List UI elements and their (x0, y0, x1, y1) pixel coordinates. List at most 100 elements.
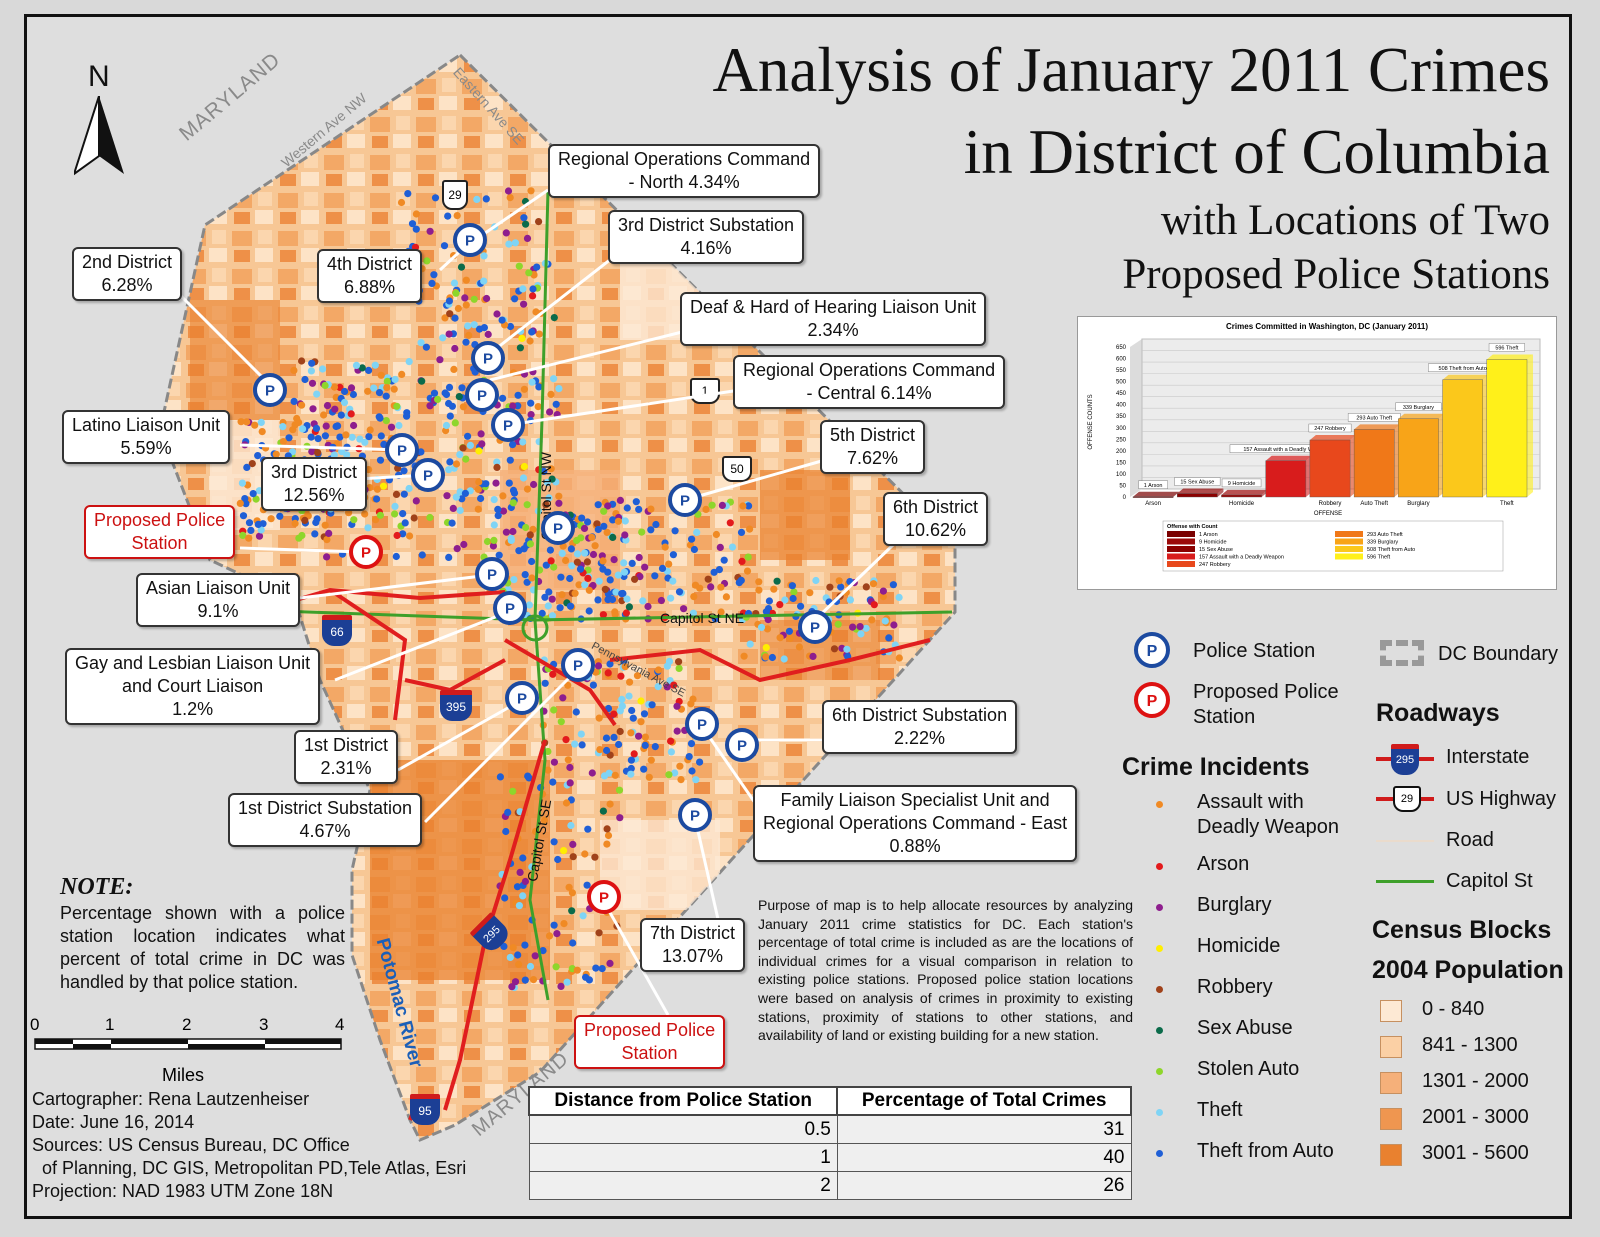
crime-incident-dot (239, 531, 247, 540)
callout-1st-district[interactable]: 1st District 2.31% (294, 730, 399, 784)
crime-incident-dot (249, 490, 257, 498)
crime-incident-dot (710, 568, 718, 576)
police-station-marker-icon[interactable]: P (493, 591, 527, 625)
callout-value: - North 4.34% (628, 172, 740, 192)
crime-incident-dot (312, 518, 320, 527)
crime-incident-dot (493, 463, 501, 471)
proposed-station-marker-icon[interactable]: P (587, 880, 621, 914)
callout-gay-lesbian-liaison[interactable]: Gay and Lesbian Liaison Unit and Court Li… (65, 648, 321, 725)
legend-interstate: Interstate (1446, 746, 1530, 768)
chart-legend-swatch (1335, 553, 1363, 560)
table-row: 1 40 (528, 1143, 1132, 1172)
callout-asian-liaison[interactable]: Asian Liaison Unit 9.1% (136, 573, 301, 627)
police-station-marker-icon[interactable]: P (491, 408, 525, 442)
police-station-marker-icon[interactable]: P (725, 728, 759, 762)
crime-incident-dot (566, 602, 575, 610)
crime-incident-dot (322, 422, 330, 430)
callout-4th-district[interactable]: 4th District 6.88% (317, 249, 423, 303)
police-station-marker-icon[interactable]: P (505, 681, 539, 715)
crime-incident-dot (252, 495, 260, 503)
callout-3rd-district[interactable]: 3rd District 12.56% (261, 457, 368, 511)
crime-incident-dot (412, 497, 420, 505)
crime-incident-dot (895, 654, 903, 662)
callout-6th-district-substation[interactable]: 6th District Substation 2.22% (822, 700, 1018, 754)
crime-incident-dot (786, 634, 794, 643)
callout-roc-north[interactable]: Regional Operations Command - North 4.34% (548, 144, 821, 198)
callout-roc-central[interactable]: Regional Operations Command - Central 6.1… (733, 355, 1006, 409)
police-station-marker-icon[interactable]: P (668, 483, 702, 517)
police-station-marker-icon[interactable]: P (798, 610, 832, 644)
chart-legend-item: 508 Theft from Auto (1367, 547, 1415, 553)
crime-incident-dot (349, 390, 357, 399)
police-station-marker-icon[interactable]: P (685, 707, 719, 741)
table-cell: 1 (528, 1143, 838, 1172)
crime-incident-dot (546, 408, 554, 416)
crime-incident-dot (291, 421, 299, 429)
crime-incident-dot (599, 807, 608, 815)
proposed-station-marker-icon[interactable]: P (349, 535, 383, 569)
crime-incident-dot (342, 431, 350, 439)
proposed-station-marker-icon-letter: P (599, 890, 609, 907)
crime-incident-dot (755, 586, 763, 594)
callout-proposed-station-1[interactable]: Proposed Police Station (84, 505, 236, 559)
callout-5th-district[interactable]: 5th District 7.62% (820, 420, 926, 474)
crime-incident-dot (375, 389, 384, 397)
callout-proposed-station-2[interactable]: Proposed Police Station (574, 1015, 726, 1069)
crime-incident-dot (595, 577, 603, 585)
crime-incident-dot (325, 529, 333, 538)
crime-incident-dot (603, 825, 611, 833)
crime-incident-dot (451, 314, 459, 322)
dc-boundary-swatch (1380, 640, 1424, 666)
crime-incident-dot (616, 496, 625, 504)
callout-2nd-district[interactable]: 2nd District 6.28% (72, 247, 183, 301)
police-station-marker-icon[interactable]: P (561, 648, 595, 682)
chart-data-label-box (1138, 480, 1168, 489)
chart-data-label-box (1174, 477, 1221, 486)
police-station-marker-icon[interactable]: P (475, 557, 509, 591)
police-station-marker-icon-letter: P (517, 691, 527, 708)
crime-incident-dot (790, 588, 798, 596)
police-station-marker-icon[interactable]: P (411, 458, 445, 492)
callout-7th-district[interactable]: 7th District 13.07% (640, 918, 746, 972)
crime-incident-dot (545, 932, 554, 940)
callout-deaf-liaison[interactable]: Deaf & Hard of Hearing Liaison Unit 2.34% (680, 292, 987, 346)
callout-line: 6th District (893, 497, 979, 517)
crime-incident-dot (868, 616, 876, 624)
crime-incident-dot (299, 425, 307, 433)
police-station-marker-icon-ring (475, 557, 509, 591)
crime-incident-dot (604, 502, 612, 510)
callout-3rd-district-substation[interactable]: 3rd District Substation 4.16% (608, 210, 805, 264)
crime-incident-dot (514, 951, 522, 959)
police-station-marker-icon[interactable]: P (465, 378, 499, 412)
callout-6th-district[interactable]: 6th District 10.62% (883, 492, 989, 546)
callout-1st-district-substation[interactable]: 1st District Substation 4.67% (228, 793, 423, 847)
crime-incident-dot (696, 758, 704, 766)
police-station-marker-icon-ring (561, 648, 595, 682)
crime-incident-dot (602, 734, 611, 742)
police-station-marker-icon[interactable]: P (253, 373, 287, 407)
police-station-marker-icon[interactable]: P (541, 511, 575, 545)
police-station-marker-icon-ring (541, 511, 575, 545)
crime-incident-dot (408, 220, 417, 228)
crime-incident-dot (620, 568, 629, 576)
chart-bar-top (1486, 354, 1533, 360)
police-station-marker-icon[interactable]: P (453, 223, 487, 257)
police-station-marker-icon[interactable]: P (385, 433, 419, 467)
crime-incident-dot (506, 456, 514, 464)
crime-incident-dot (336, 383, 344, 391)
police-station-marker-icon-letter: P (503, 418, 513, 435)
crime-incident-dot (448, 519, 456, 527)
crime-incident-dot (744, 553, 752, 561)
chart-data-label: 339 Burglary (1403, 405, 1434, 411)
crime-incident-dot (509, 402, 517, 410)
crime-incident-dot (584, 574, 592, 583)
crime-incident-dot (601, 585, 609, 593)
police-station-marker-icon[interactable]: P (678, 798, 712, 832)
police-station-marker-icon-ring (465, 378, 499, 412)
callout-latino-liaison[interactable]: Latino Liaison Unit 5.59% (62, 410, 231, 464)
crime-incident-dot (621, 663, 629, 671)
callout-family-liaison[interactable]: Family Liaison Specialist Unit and Region… (753, 785, 1078, 862)
crime-incident-dot (572, 708, 580, 716)
police-station-marker-icon[interactable]: P (471, 341, 505, 375)
crime-incident-dot (535, 218, 543, 226)
